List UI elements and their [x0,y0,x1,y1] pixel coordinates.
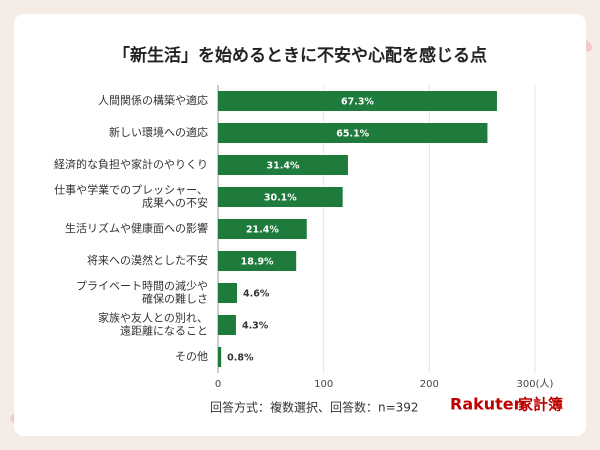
value-label: 4.6% [243,289,270,300]
bar [218,123,488,143]
value-label: 30.1% [264,193,297,204]
bar [218,251,297,271]
chart-title: 「新生活」を始めるときに不安や心配を感じる点 [113,45,487,66]
logo-brand: Rakuten [450,395,525,414]
y-tick-label-line: 遠距離になること [120,324,208,338]
y-tick-label-line: 新しい環境への適応 [109,125,208,139]
value-label: 21.4% [246,225,279,236]
note: 回答方式：複数選択、回答数：n=392 [210,400,419,415]
value-label: 4.3% [242,321,269,332]
y-tick-label-line: プライベート時間の減少や [76,279,208,293]
x-tick-label: 0 [215,379,221,390]
y-tick-label: 人間関係の構築や適応 [98,93,208,107]
y-tick-label-line: 経済的な負担や家計のやりくり [54,157,208,171]
value-label: 65.1% [336,129,369,140]
bar [218,91,497,111]
bar [218,283,238,303]
bar [218,155,348,175]
value-label: 67.3% [341,97,374,108]
x-tick-label: 100 [314,379,333,390]
y-tick-label: 新しい環境への適応 [109,125,208,139]
value-label: 18.9% [241,257,274,268]
y-tick-label-line: 成果への不安 [142,196,208,210]
y-tick-label: プライベート時間の減少や確保の難しさ [76,279,208,306]
y-tick-label: 将来への漠然とした不安 [87,253,208,267]
y-tick-label-line: 確保の難しさ [142,292,208,306]
y-tick-label: 生活リズムや健康面への影響 [65,221,208,235]
y-tick-label-line: 人間関係の構築や適応 [98,93,208,107]
y-tick-label: 経済的な負担や家計のやりくり [54,157,208,171]
y-tick-label-line: 生活リズムや健康面への影響 [65,221,208,235]
bar [218,187,343,207]
y-tick-label-line: その他 [175,350,208,363]
x-tick-label: 200 [420,379,439,390]
value-label: 31.4% [267,161,300,172]
x-tick-label: 300(人) [517,378,554,390]
bar [218,219,307,239]
logo-product: 家計簿 [518,396,563,414]
y-tick-label: その他 [175,350,208,363]
y-tick-label: 仕事や学業でのプレッシャー、成果への不安 [54,183,208,210]
y-tick-label: 家族や友人との別れ、遠距離になること [98,311,208,338]
y-tick-label-line: 仕事や学業でのプレッシャー、 [54,183,208,197]
bar [218,315,236,335]
y-tick-label-line: 将来への漠然とした不安 [87,253,208,267]
bar [218,347,222,367]
value-label: 0.8% [227,353,254,364]
y-tick-label-line: 家族や友人との別れ、 [98,311,208,325]
